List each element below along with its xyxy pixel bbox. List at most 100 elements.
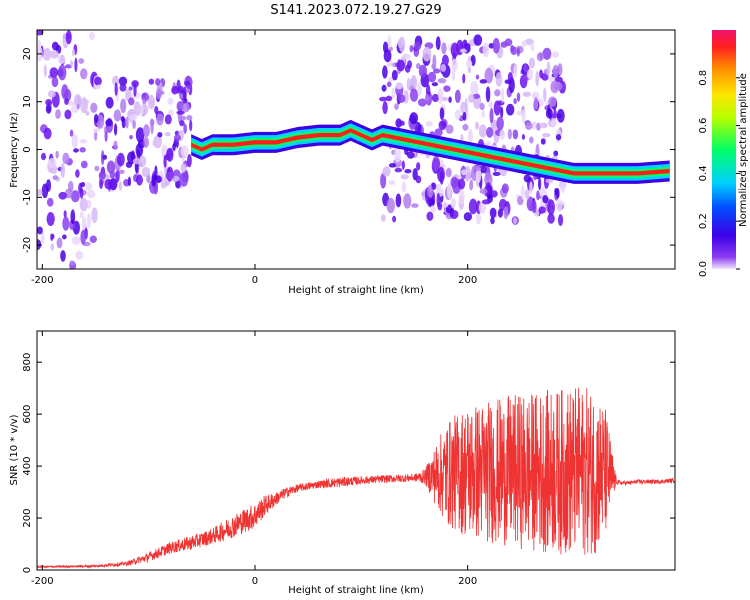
spectral-blob [136,174,143,186]
spectral-blob [79,211,84,219]
spectral-blob [186,114,193,121]
spectral-blob [143,137,149,148]
spectral-blob [391,69,398,81]
spectral-blob [468,198,478,215]
spectral-blob [94,76,102,86]
x-tick-label: 200 [458,275,477,286]
spectral-blob [61,84,69,100]
spectral-blob [381,214,386,222]
spectral-blob [138,155,147,168]
spectral-blob [43,64,47,78]
spectral-blob [450,42,459,58]
y-tick-label: 0 [22,567,33,573]
spectral-blob [175,179,181,189]
spectral-blob [379,96,388,102]
spectral-blob [543,87,547,103]
spectral-blob [113,109,122,122]
spectral-blob [450,176,459,189]
spectral-blob [93,128,99,133]
spectral-blob [450,197,456,209]
spectral-blob [485,182,492,198]
spectral-blob [400,174,409,180]
spectral-blob [388,163,397,168]
spectral-blob [462,73,466,84]
spectral-blob [135,143,144,157]
spectral-blob [64,97,69,105]
spectral-blob [118,169,125,175]
spectral-blob [64,64,73,69]
snr-y-axis-label: SNR (10 * v/v) [9,414,20,485]
spectral-blob [462,123,469,131]
spectral-blob [466,59,473,69]
spectral-blob [153,134,163,149]
spectral-blob [521,134,526,140]
figure-title: S141.2023.072.19.27.G29 [270,3,441,18]
spectral-blob [141,92,150,102]
spectral-blob [148,78,155,85]
spectral-blob [104,130,108,142]
spectral-blob [51,41,59,51]
spectral-blob [437,166,446,183]
x-tick-label: 0 [252,275,258,286]
spectral-blob [431,63,435,70]
spectral-blob [69,260,75,266]
y-tick-label: -20 [22,237,33,253]
spectral-blob [431,82,439,87]
spectral-blob [417,81,422,96]
spectral-blob [79,187,84,199]
spectral-blob [507,72,513,83]
snr-panel: -200 0 200 0 200 400 600 800 Height of straight… [9,330,676,596]
spectral-blob [436,192,441,208]
spectral-blob [526,68,534,80]
spectral-blob [510,46,518,55]
spectral-blob [523,63,528,73]
y-tick-label: 200 [22,508,33,527]
spectral-blob [416,162,421,171]
spectral-blob [396,59,406,72]
x-tick-label: 200 [458,576,477,587]
spectral-blob [556,108,565,123]
spectral-blob [386,197,395,214]
spectral-blob [106,160,116,174]
spectral-blob [164,114,172,125]
spectral-blob [474,121,480,130]
spectral-blob [163,155,167,168]
spectral-blob [495,72,503,87]
spectral-blob [55,150,59,159]
spectral-blob [409,88,419,102]
spectral-blob [458,189,465,205]
spectral-blob [552,51,559,59]
spectral-blob [478,201,486,214]
spectral-blob [166,147,174,162]
spectral-blob [63,210,67,218]
spectral-blob [424,93,430,102]
spectral-blob [481,110,486,118]
spectral-blob [184,80,191,86]
spectral-blob [143,124,150,138]
spectral-blob [86,189,96,199]
spectral-blob [554,187,558,195]
spectral-blob [494,89,501,97]
spectral-blob [185,88,191,94]
spectral-blob [81,216,87,232]
spectral-blob [513,98,517,105]
spectral-blob [37,39,41,49]
spectral-blob [139,104,144,118]
spectral-blob [439,107,445,121]
spectral-blob [535,70,540,87]
spectral-blob [55,109,61,119]
spectral-blob [402,53,411,60]
spectral-blob [547,213,555,224]
spectral-blob [448,96,452,103]
spectral-blob [516,47,520,57]
spectral-blob [531,121,538,130]
spectral-blob [546,61,551,77]
spectral-blob [414,41,422,51]
spectral-blob [102,154,108,160]
spectral-blob [156,113,164,126]
spectral-blob [449,209,459,220]
spectral-blob [486,127,494,138]
spectral-blob [397,94,406,103]
spectral-blob [462,111,467,121]
snr-x-axis-label: Height of straight line (km) [288,585,424,596]
